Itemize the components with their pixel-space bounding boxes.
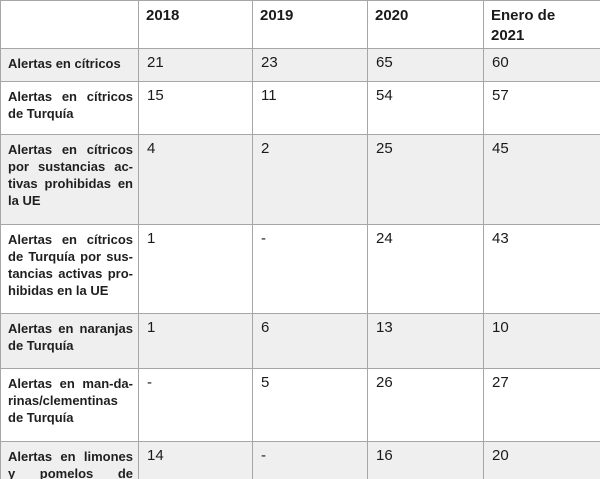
cell-value: 65 bbox=[367, 48, 484, 82]
cell-value: 16 bbox=[367, 441, 484, 479]
table-row: Alertas en cítricos 21 23 65 60 bbox=[0, 48, 600, 82]
table-row: Alertas en limones y pomelos de Turquía … bbox=[0, 441, 600, 479]
cell-value: 13 bbox=[367, 313, 484, 369]
cell-value: - bbox=[252, 441, 368, 479]
row-label: Alertas en cítricos de Turquía por sus-t… bbox=[0, 224, 139, 314]
cell-value: 54 bbox=[367, 81, 484, 135]
table-row: Alertas en naranjas de Turquía 1 6 13 10 bbox=[0, 313, 600, 369]
cell-value: 23 bbox=[252, 48, 368, 82]
cell-value: 4 bbox=[138, 134, 253, 225]
row-label: Alertas en limones y pomelos de Turquía bbox=[0, 441, 139, 479]
table-row: Alertas en cítricos por sustancias ac-ti… bbox=[0, 134, 600, 225]
cell-value: 25 bbox=[367, 134, 484, 225]
cell-value: 27 bbox=[483, 368, 600, 442]
cell-value: 21 bbox=[138, 48, 253, 82]
cell-value: 11 bbox=[252, 81, 368, 135]
cell-value: 24 bbox=[367, 224, 484, 314]
cell-value: 1 bbox=[138, 313, 253, 369]
row-label: Alertas en cítricos bbox=[0, 48, 139, 82]
cell-value: 10 bbox=[483, 313, 600, 369]
header-year-2019: 2019 bbox=[252, 0, 368, 49]
cell-value: 14 bbox=[138, 441, 253, 479]
row-label: Alertas en cítricos por sustancias ac-ti… bbox=[0, 134, 139, 225]
cell-value: 20 bbox=[483, 441, 600, 479]
header-enero-2021: Enero de 2021 bbox=[483, 0, 600, 49]
table-row: Alertas en man-da-rinas/clementinas de T… bbox=[0, 368, 600, 442]
header-corner-cell bbox=[0, 0, 139, 49]
row-label: Alertas en naranjas de Turquía bbox=[0, 313, 139, 369]
row-label: Alertas en man-da-rinas/clementinas de T… bbox=[0, 368, 139, 442]
cell-value: - bbox=[252, 224, 368, 314]
header-year-2018: 2018 bbox=[138, 0, 253, 49]
cell-value: 2 bbox=[252, 134, 368, 225]
cell-value: 26 bbox=[367, 368, 484, 442]
header-year-2020: 2020 bbox=[367, 0, 484, 49]
cell-value: 60 bbox=[483, 48, 600, 82]
cell-value: 15 bbox=[138, 81, 253, 135]
cell-value: 5 bbox=[252, 368, 368, 442]
table-row: Alertas en cítricos de Turquía por sus-t… bbox=[0, 224, 600, 314]
cell-value: 6 bbox=[252, 313, 368, 369]
cell-value: 57 bbox=[483, 81, 600, 135]
cell-value: 1 bbox=[138, 224, 253, 314]
cell-value: - bbox=[138, 368, 253, 442]
table-row: Alertas en cítricos de Turquía 15 11 54 … bbox=[0, 81, 600, 135]
cell-value: 43 bbox=[483, 224, 600, 314]
cell-value: 45 bbox=[483, 134, 600, 225]
row-label: Alertas en cítricos de Turquía bbox=[0, 81, 139, 135]
header-row: 2018 2019 2020 Enero de 2021 bbox=[0, 0, 600, 49]
